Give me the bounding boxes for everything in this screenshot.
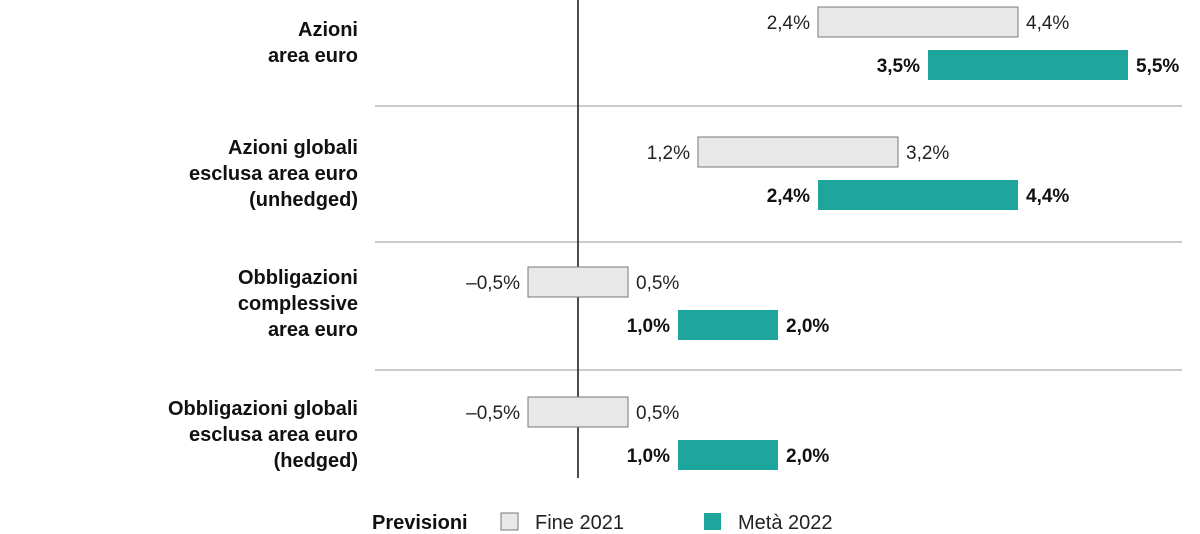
data-label-high-met-2022: 2,0% (786, 446, 829, 467)
category-label-azioni-globali-esclusa-area-euro-unhedged-line-2: esclusa area euro (189, 163, 358, 185)
data-label-low-fine-2021: 1,2% (647, 143, 690, 164)
data-label-high-met-2022: 4,4% (1026, 186, 1069, 207)
data-label-low-fine-2021: –0,5% (466, 403, 520, 424)
bars (527, 6, 1128, 470)
bar-met-2022-azioni-area-euro (928, 50, 1128, 80)
category-labels: Azioni area euro Azioni globali esclusa are… (168, 19, 358, 472)
bar-fine-2021-obbligazioni-globali-esclusa-area-euro-hedged (527, 396, 629, 428)
category-label-azioni-area-euro-line-2: area euro (268, 45, 358, 67)
category-label-azioni-globali-esclusa-area-euro-unhedged-line-3: (unhedged) (249, 189, 358, 211)
data-label-high-fine-2021: 0,5% (636, 273, 679, 294)
data-label-low-met-2022: 3,5% (877, 56, 920, 77)
bar-met-2022-azioni-globali-esclusa-area-euro-unhedged (818, 180, 1018, 210)
category-label-azioni-area-euro-line-1: Azioni (298, 19, 358, 41)
legend: Previsioni Fine 2021 Metà 2022 (372, 512, 833, 534)
category-label-azioni-globali-esclusa-area-euro-unhedged-line-1: Azioni globali (228, 137, 358, 159)
data-label-high-met-2022: 2,0% (786, 316, 829, 337)
bar-met-2022-obbligazioni-complessive-area-euro (678, 310, 778, 340)
bar-met-2022-obbligazioni-globali-esclusa-area-euro-hedged (678, 440, 778, 470)
category-label-obbligazioni-globali-esclusa-area-euro-hedged-line-2: esclusa area euro (189, 424, 358, 446)
category-label-obbligazioni-globali-esclusa-area-euro-hedged-line-3: (hedged) (274, 450, 358, 472)
category-separators (375, 105, 1182, 371)
category-label-obbligazioni-globali-esclusa-area-euro-hedged-line-1: Obbligazioni globali (168, 398, 358, 420)
data-label-low-met-2022: 1,0% (627, 316, 670, 337)
legend-swatch-fine-2021 (500, 512, 519, 531)
data-label-low-fine-2021: –0,5% (466, 273, 520, 294)
bar-fine-2021-azioni-area-euro (817, 6, 1019, 38)
data-label-low-met-2022: 2,4% (767, 186, 810, 207)
legend-label-meta-2022: Metà 2022 (738, 512, 833, 534)
bar-fine-2021-azioni-globali-esclusa-area-euro-unhedged (697, 136, 899, 168)
bar-fine-2021-obbligazioni-complessive-area-euro (527, 266, 629, 298)
legend-label-fine-2021: Fine 2021 (535, 512, 624, 534)
category-label-obbligazioni-complessive-area-euro-line-1: Obbligazioni (238, 267, 358, 289)
category-label-obbligazioni-complessive-area-euro-line-2: complessive (238, 293, 358, 315)
category-label-obbligazioni-complessive-area-euro-line-3: area euro (268, 319, 358, 341)
data-labels: 2,4% 4,4% 1,2% 3,2% –0,5% 0,5% –0,5% 0,5% 3,5% 5,… (466, 13, 1179, 467)
legend-swatch-meta-2022 (704, 513, 721, 530)
data-label-low-met-2022: 1,0% (627, 446, 670, 467)
legend-title: Previsioni (372, 512, 468, 534)
data-label-high-met-2022: 5,5% (1136, 56, 1179, 77)
data-label-high-fine-2021: 3,2% (906, 143, 949, 164)
data-label-low-fine-2021: 2,4% (767, 13, 810, 34)
data-label-high-fine-2021: 4,4% (1026, 13, 1069, 34)
data-label-high-fine-2021: 0,5% (636, 403, 679, 424)
